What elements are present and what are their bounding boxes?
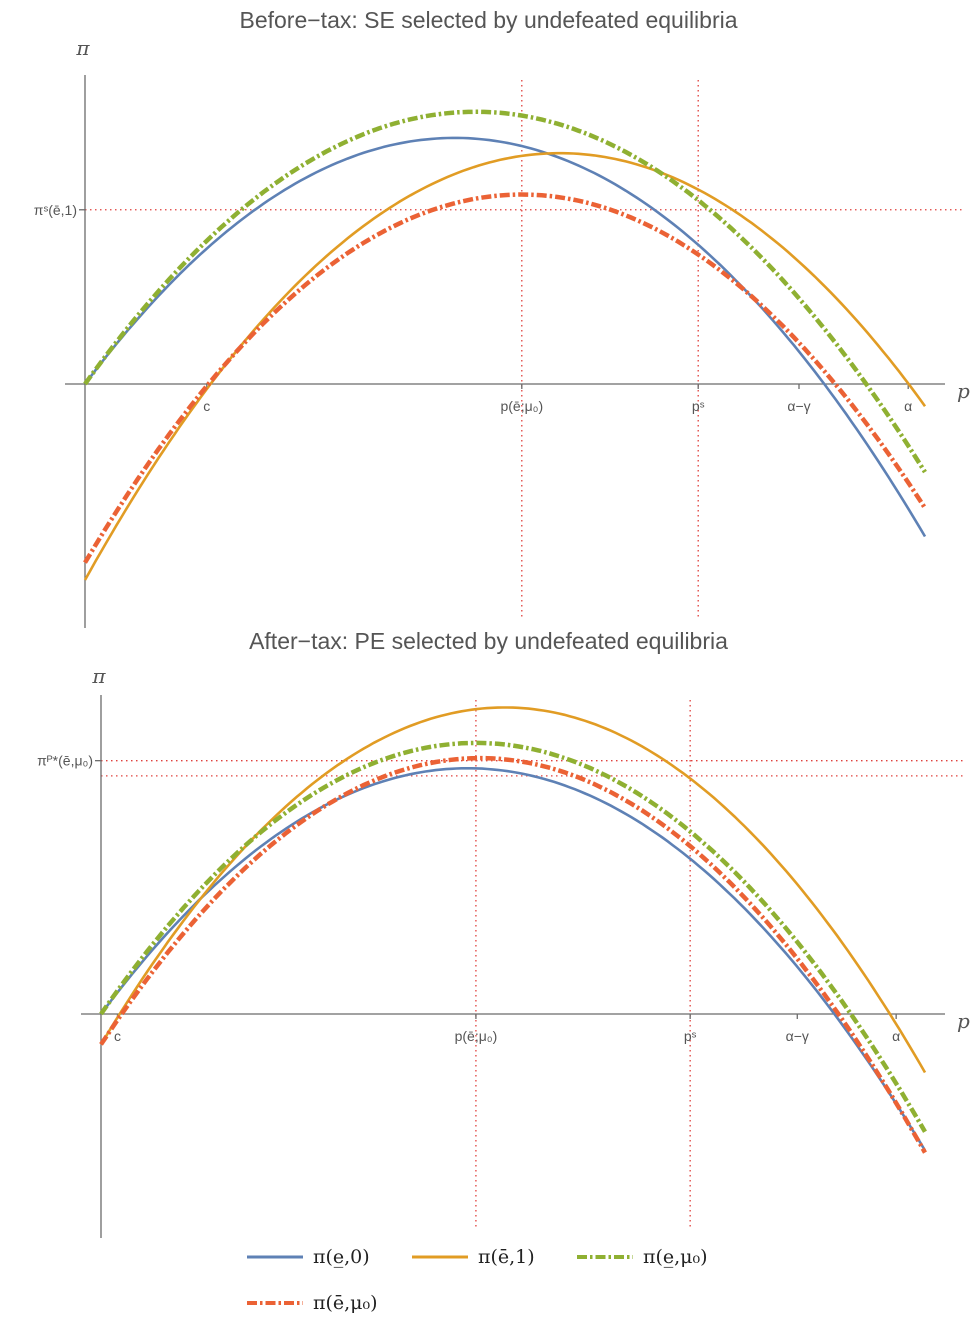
legend-label: π(ē,μ₀) [313, 1292, 378, 1314]
series-line-before-0 [83, 136, 927, 538]
x-tick-label: α [892, 1028, 900, 1044]
x-axis-label: p [957, 379, 970, 403]
x-tick-label: c [203, 398, 210, 414]
plot-canvas: π p πˢ(ē,1) c p(ē;μ₀) pˢ α−γ α π p πᴾ*(ē,μ₀) c p(ē;μ… [34, 36, 970, 1238]
x-tick-label: c [114, 1028, 121, 1044]
legend-item-pi-e-high-1: π(ē,1) [410, 1246, 535, 1268]
legend-swatch-dot-dash [247, 1301, 303, 1305]
x-tick-label: α [904, 398, 912, 414]
y-axis-label: π [91, 664, 106, 688]
x-tick-label: pˢ [684, 1028, 697, 1044]
x-axis-label: p [957, 1009, 970, 1033]
chart-title-before-tax: Before−tax: SE selected by undefeated eq… [239, 7, 738, 33]
x-tick-label: pˢ [692, 398, 705, 414]
x-tick-label: α−γ [787, 398, 810, 414]
series-line-after-2 [99, 740, 927, 1133]
legend-item-pi-e-high-mu0: π(ē,μ₀) [245, 1292, 378, 1314]
y-tick-label: πˢ(ē,1) [34, 202, 77, 218]
chart-title-after-tax: After−tax: PE selected by undefeated equ… [249, 628, 728, 654]
series-line-before-2 [83, 109, 927, 474]
series-line-after-3 [99, 755, 927, 1154]
x-tick-label: α−γ [786, 1028, 809, 1044]
series-line-before-1 [83, 151, 927, 581]
legend-label: π(e̲,0) [313, 1246, 370, 1268]
series-line-after-0 [99, 767, 927, 1152]
legend-swatch-solid [247, 1255, 303, 1259]
x-tick-label: p(ē;μ₀) [500, 398, 543, 414]
legend-label: π(e̲,μ₀) [643, 1246, 708, 1268]
y-tick-label: πᴾ*(ē,μ₀) [37, 753, 93, 769]
series-line-before-3 [83, 192, 927, 564]
x-tick-label: p(ē;μ₀) [455, 1028, 498, 1044]
legend-item-pi-e-low-0: π(e̲,0) [245, 1246, 370, 1268]
legend-label: π(ē,1) [478, 1246, 535, 1268]
legend-item-pi-e-low-mu0: π(e̲,μ₀) [575, 1246, 708, 1268]
legend-swatch-solid [412, 1255, 468, 1259]
y-axis-label: π [75, 36, 90, 60]
legend-swatch-dot-dash [577, 1255, 633, 1259]
